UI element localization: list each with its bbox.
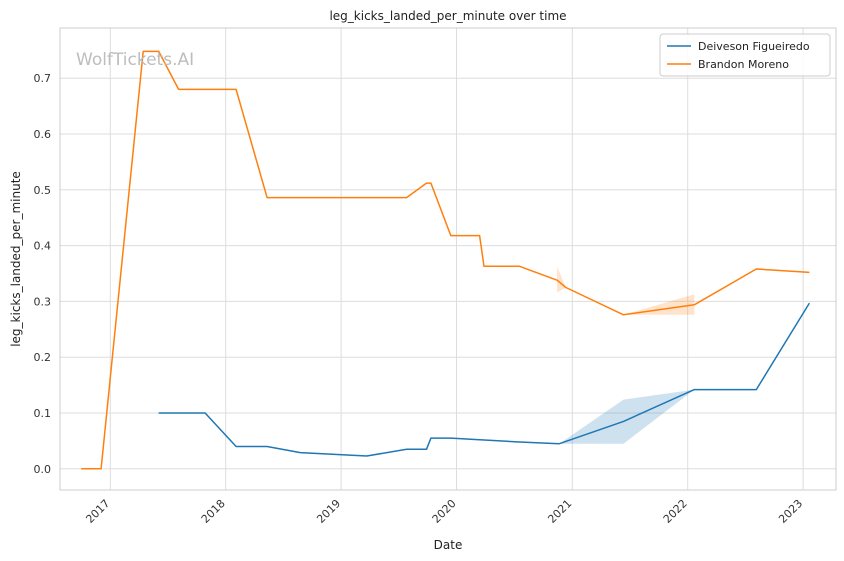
plot-frame bbox=[59, 27, 837, 491]
x-tick-label: 2021 bbox=[545, 497, 574, 526]
x-tick-label: 2018 bbox=[199, 497, 228, 526]
y-tick-label: 0.4 bbox=[34, 240, 52, 253]
y-tick-label: 0.0 bbox=[34, 463, 52, 476]
confidence-band-brandon-moreno bbox=[557, 266, 695, 315]
y-axis-title: leg_kicks_landed_per_minute bbox=[9, 171, 23, 347]
legend-box bbox=[659, 33, 831, 77]
y-tick-label: 0.3 bbox=[34, 295, 52, 308]
watermark: WolfTickets.AI bbox=[76, 50, 194, 70]
confidence-bands bbox=[557, 266, 695, 444]
y-tick-labels: 0.0 0.1 0.2 0.3 0.4 0.5 0.6 0.7 bbox=[34, 72, 52, 476]
series-line-deiveson-figueiredo bbox=[158, 302, 811, 457]
x-tick-label: 2019 bbox=[314, 497, 343, 526]
y-tick-label: 0.1 bbox=[34, 407, 52, 420]
series-lines bbox=[81, 50, 811, 470]
x-tick-label: 2022 bbox=[661, 497, 690, 526]
y-tick-label: 0.6 bbox=[34, 128, 52, 141]
x-axis-title: Date bbox=[434, 538, 463, 552]
legend-label-brandon-moreno: Brandon Moreno bbox=[698, 58, 789, 71]
y-tick-label: 0.7 bbox=[34, 72, 52, 85]
series-line-brandon-moreno bbox=[81, 50, 810, 470]
legend-label-deiveson-figueiredo: Deiveson Figueiredo bbox=[698, 40, 810, 53]
x-tick-label: 2020 bbox=[430, 497, 459, 526]
legend: Deiveson Figueiredo Brandon Moreno bbox=[659, 33, 831, 77]
y-tick-label: 0.2 bbox=[34, 351, 52, 364]
x-tick-label: 2023 bbox=[776, 497, 805, 526]
y-tick-label: 0.5 bbox=[34, 184, 52, 197]
grid-lines bbox=[60, 28, 836, 490]
chart-title: leg_kicks_landed_per_minute over time bbox=[329, 9, 566, 23]
confidence-band-deiveson-figueiredo bbox=[559, 389, 695, 444]
x-tick-label: 2017 bbox=[83, 497, 112, 526]
x-tick-labels: 2017 2018 2019 2020 2021 2022 2023 bbox=[83, 497, 805, 526]
